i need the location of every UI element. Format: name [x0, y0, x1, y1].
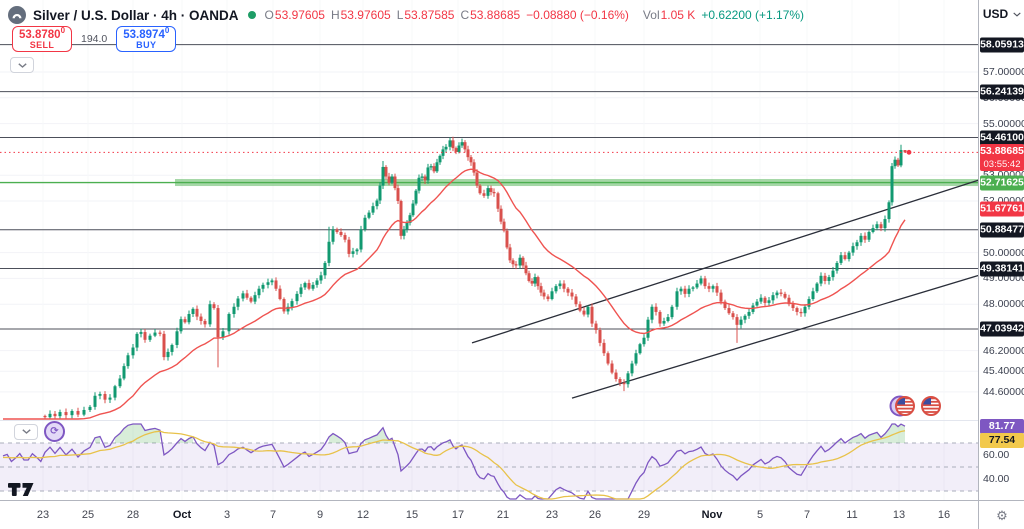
- price-tick-label: 46.20000: [983, 344, 1024, 357]
- symbol-icon[interactable]: [8, 6, 26, 24]
- time-tick-label: 23: [36, 509, 50, 521]
- volume-value: 1.05 K: [660, 8, 696, 22]
- high-value: 53.97605: [340, 8, 391, 22]
- symbol-title[interactable]: Silver / U.S. Dollar · 4h · OANDA: [33, 7, 239, 23]
- rsi-pane-controls: ⟳: [14, 421, 65, 442]
- chart-header: Silver / U.S. Dollar · 4h · OANDA O53.97…: [8, 4, 804, 26]
- rsi-collapse-button[interactable]: [14, 423, 38, 440]
- time-tick-label: 29: [637, 509, 651, 521]
- countdown-timer: 03:55:42: [983, 159, 1021, 171]
- price-tick-label: 45.40000: [983, 365, 1024, 378]
- buy-label: BUY: [136, 40, 157, 51]
- time-axis[interactable]: 23 25 28 Oct 3 7 9 12 15 17 21 23 26 29 Nov 5 7 11 13 16: [0, 500, 1024, 529]
- economic-event-us-flag-icon[interactable]: [921, 396, 941, 416]
- time-tick-label: 23: [545, 509, 559, 521]
- price-badge: 58.05913: [980, 37, 1024, 53]
- buy-price: 53.8974: [123, 29, 165, 42]
- chevron-down-icon: [21, 429, 31, 434]
- pane-divider[interactable]: [0, 420, 978, 421]
- close-label: C: [460, 8, 470, 22]
- time-tick-label: 26: [588, 509, 602, 521]
- close-value: 53.88685: [470, 8, 521, 22]
- price-tick-label: 48.00000: [983, 298, 1024, 311]
- time-tick-label: 25: [81, 509, 95, 521]
- trendlines[interactable]: [471, 178, 978, 399]
- time-tick-label: 17: [451, 509, 465, 521]
- time-tick-label: 21: [496, 509, 510, 521]
- low-value: 53.87585: [404, 8, 455, 22]
- market-open-dot: [247, 11, 256, 19]
- high-label: H: [330, 8, 340, 22]
- rsi-ma-line[interactable]: [2, 430, 906, 500]
- last-price-dot: [906, 149, 912, 155]
- price-badge: 53.88685 03:55:42: [980, 144, 1024, 172]
- price-scale[interactable]: USD 57.0000056.0000055.0000053.0000052.0…: [978, 0, 1024, 500]
- time-tick-label: 28: [126, 509, 140, 521]
- time-tick-label: 15: [405, 509, 419, 521]
- price-tick-label: 55.00000: [983, 117, 1024, 130]
- open-label: O: [264, 8, 274, 22]
- candles: [43, 136, 907, 420]
- time-tick-label: 12: [356, 509, 370, 521]
- gridlines: [0, 71, 978, 393]
- rsi-line[interactable]: [2, 423, 906, 500]
- time-tick-label: 11: [846, 509, 858, 521]
- buy-button[interactable]: 53.89740 BUY: [116, 26, 177, 52]
- volume-label: Vol: [642, 8, 660, 22]
- chevron-down-icon: [17, 62, 27, 68]
- order-panel: 53.87800 SELL 194.0 53.89740 BUY: [12, 26, 177, 52]
- time-tick-label: 7: [803, 509, 811, 521]
- time-tick-label: Oct: [172, 509, 192, 521]
- legend-collapse-button[interactable]: [10, 57, 34, 73]
- axis-settings-gear-icon[interactable]: ⚙: [978, 500, 1024, 529]
- volume-change: +0.62200 (+1.17%): [701, 8, 805, 22]
- price-badge: 49.38141: [980, 261, 1024, 277]
- time-tick-label: 9: [316, 509, 324, 521]
- tradingview-logo[interactable]: [8, 481, 35, 498]
- ohlc-readout: O53.97605 H53.97605 L53.87585 C53.88685 …: [265, 8, 805, 22]
- currency-selector[interactable]: USD: [979, 4, 1024, 24]
- horizontal-levels[interactable]: [0, 44, 978, 330]
- time-tick-label: Nov: [701, 509, 723, 521]
- sell-price: 53.8780: [18, 29, 61, 42]
- price-badge: 51.67761: [980, 201, 1024, 217]
- rsi-value-badge: 81.77: [980, 419, 1024, 434]
- price-badge: 47.03942: [980, 321, 1024, 337]
- currency-label: USD: [982, 7, 1009, 21]
- indicator-cycle-icon[interactable]: ⟳: [44, 421, 65, 442]
- rsi-value-badge: 77.54: [980, 433, 1024, 448]
- time-tick-label: 5: [756, 509, 764, 521]
- time-tick-label: 3: [223, 509, 231, 521]
- price-badge: 52.71625: [980, 175, 1024, 191]
- spread-value: 194.0: [81, 33, 108, 45]
- rsi-pane: [0, 423, 978, 500]
- rsi-tick-label: 60.00: [983, 449, 1010, 461]
- price-badge: 54.46100: [980, 130, 1024, 145]
- price-tick-label: 50.00000: [983, 246, 1024, 259]
- green-support-line[interactable]: [0, 179, 978, 187]
- change-value: −0.08880 (−0.16%): [526, 8, 629, 22]
- economic-event-us-flag-icon[interactable]: [889, 395, 915, 417]
- time-tick-label: 7: [269, 509, 277, 521]
- price-badge: 56.24139: [980, 84, 1024, 100]
- price-badge: 50.88477: [980, 222, 1024, 238]
- rsi-tick-label: 40.00: [983, 473, 1010, 485]
- main-chart[interactable]: [0, 0, 978, 500]
- chevron-down-icon: [1013, 12, 1021, 17]
- price-tick-label: 57.00000: [983, 66, 1024, 78]
- ma-line[interactable]: [3, 168, 906, 420]
- buy-price-sup: 0: [164, 26, 170, 36]
- low-label: L: [396, 8, 404, 22]
- time-tick-label: 16: [937, 509, 951, 521]
- sell-label: SELL: [29, 40, 55, 51]
- time-tick-label: 13: [892, 509, 906, 521]
- price-tick-label: 44.60000: [983, 385, 1024, 398]
- sell-button[interactable]: 53.87800 SELL: [12, 26, 72, 52]
- open-value: 53.97605: [274, 8, 325, 22]
- sell-price-sup: 0: [60, 26, 66, 36]
